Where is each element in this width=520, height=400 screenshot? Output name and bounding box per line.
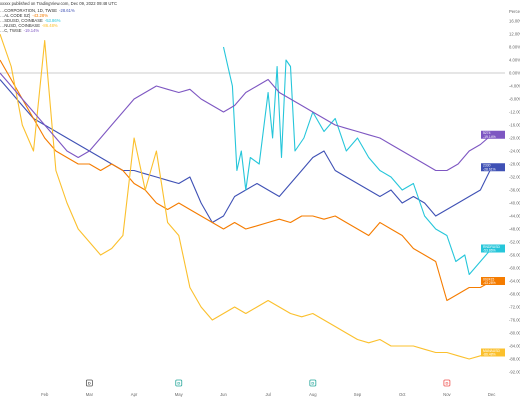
last-value-name: 2330 (483, 164, 491, 168)
last-value-name: 002415 (483, 277, 494, 281)
last-value-name: RNDRUSD (483, 245, 501, 249)
y-tick-label: -28.00% (509, 162, 520, 167)
y-tick-label: -16.00% (509, 123, 520, 128)
series-line-MANAUSD (0, 33, 492, 360)
x-tick-label: May (175, 392, 184, 397)
y-tick-label: 12.00% (509, 32, 520, 37)
y-tick-label: -8.00% (509, 97, 520, 102)
publisher-line: xxxxx published on TradingView.com, Dec … (0, 1, 118, 6)
x-tick-label: Mar (86, 392, 94, 397)
y-tick-label: -24.00% (509, 149, 520, 154)
last-value-text: -86.48% (483, 353, 496, 357)
y-tick-label: -76.00% (509, 318, 520, 323)
legend-entry: …NUSD, COINBASE -86.48% (0, 23, 58, 28)
legend-entry: …AL CODE SZ) -43.28% (0, 13, 48, 18)
event-marker (175, 379, 183, 387)
y-tick-label: 8.00% (509, 45, 520, 50)
legend-symbol: …AL CODE SZ) (0, 13, 31, 18)
x-tick-label: Feb (41, 392, 49, 397)
legend-change: -43.28% (32, 13, 48, 18)
event-marker (443, 379, 451, 387)
event-marker-label: D (445, 380, 448, 385)
y-tick-label: -84.00% (509, 344, 520, 349)
last-value-tag (481, 163, 505, 172)
legend-change: -19.14% (23, 28, 40, 33)
legend-change: -86.48% (42, 23, 58, 28)
y-tick-label: -60.00% (509, 266, 520, 271)
x-tick-label: Jun (220, 392, 227, 397)
x-tick-label: Jul (265, 392, 270, 397)
y-tick-label: -72.00% (509, 305, 520, 310)
series-line-2330 (0, 79, 493, 224)
last-value-tag (481, 244, 505, 253)
y-tick-label: -52.00% (509, 240, 520, 245)
event-marker (309, 379, 317, 387)
x-tick-label: Dec (488, 392, 495, 397)
axis-unit-label: Percent (509, 9, 520, 14)
event-marker-label: D (311, 380, 314, 385)
legend-symbol: …SDUSD, COINBASE (0, 18, 43, 23)
y-tick-label: -88.00% (509, 357, 520, 362)
last-value-text: -43.28% (483, 281, 496, 285)
y-tick-label: -12.00% (509, 110, 520, 115)
y-tick-label: -80.00% (509, 331, 520, 336)
last-value-text: -53.86% (483, 249, 496, 253)
last-value-text: -28.61% (483, 167, 496, 171)
event-marker (85, 379, 93, 387)
x-tick-label: Aug (309, 392, 317, 397)
legend-symbol: …CORPORATION, 1D, TWSE (0, 8, 58, 13)
legend-change: -53.86% (44, 18, 61, 23)
y-tick-label: -36.00% (509, 188, 520, 193)
y-tick-label: -56.00% (509, 253, 520, 258)
last-value-tag (481, 130, 505, 139)
x-tick-label: Sep (354, 392, 362, 397)
y-tick-label: -48.00% (509, 227, 520, 232)
series-line-5274 (0, 72, 492, 172)
series-line-RNDRUSD (222, 46, 493, 276)
x-tick-label: Apr (131, 392, 138, 397)
x-tick-label: Nov (443, 392, 451, 397)
legend-symbol: …C, TWSE (0, 28, 22, 33)
x-tick-label: Oct (399, 392, 406, 397)
legend-entry: …SDUSD, COINBASE -53.86% (0, 18, 60, 23)
y-tick-label: -32.00% (509, 175, 520, 180)
y-tick-label: -64.00% (509, 279, 520, 284)
y-tick-label: -4.00% (509, 84, 520, 89)
event-marker-label: D (88, 380, 91, 385)
last-value-tag (481, 277, 505, 285)
last-value-text: -19.14% (483, 135, 496, 139)
legend-entry: …C, TWSE -19.14% (0, 28, 39, 33)
legend-entry: …CORPORATION, 1D, TWSE -28.61% (0, 8, 75, 13)
last-value-name: 5274 (483, 131, 491, 135)
legend-change: -28.61% (59, 8, 75, 13)
y-tick-label: -44.00% (509, 214, 520, 219)
legend-symbol: …NUSD, COINBASE (0, 23, 41, 28)
y-tick-label: -68.00% (509, 292, 520, 297)
series-line-002415 (0, 59, 492, 302)
last-value-tag (481, 348, 505, 357)
y-tick-label: -92.00% (509, 370, 520, 375)
last-value-name: MANAUSD (483, 349, 501, 353)
event-marker-label: D (177, 380, 180, 385)
y-tick-label: -20.00% (509, 136, 520, 141)
y-tick-label: -40.00% (509, 201, 520, 206)
y-tick-label: 16.00% (509, 19, 520, 24)
y-tick-label: 4.00% (509, 58, 520, 63)
y-tick-label: 0.00% (509, 71, 520, 76)
